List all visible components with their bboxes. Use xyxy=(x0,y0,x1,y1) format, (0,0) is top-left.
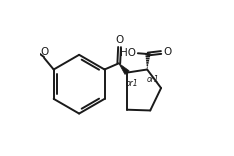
Text: O: O xyxy=(40,47,48,57)
Text: O: O xyxy=(115,35,124,45)
Polygon shape xyxy=(119,63,129,74)
Text: or1: or1 xyxy=(125,79,138,88)
Text: HO: HO xyxy=(120,48,135,58)
Text: O: O xyxy=(163,47,172,57)
Text: or1: or1 xyxy=(147,75,160,84)
